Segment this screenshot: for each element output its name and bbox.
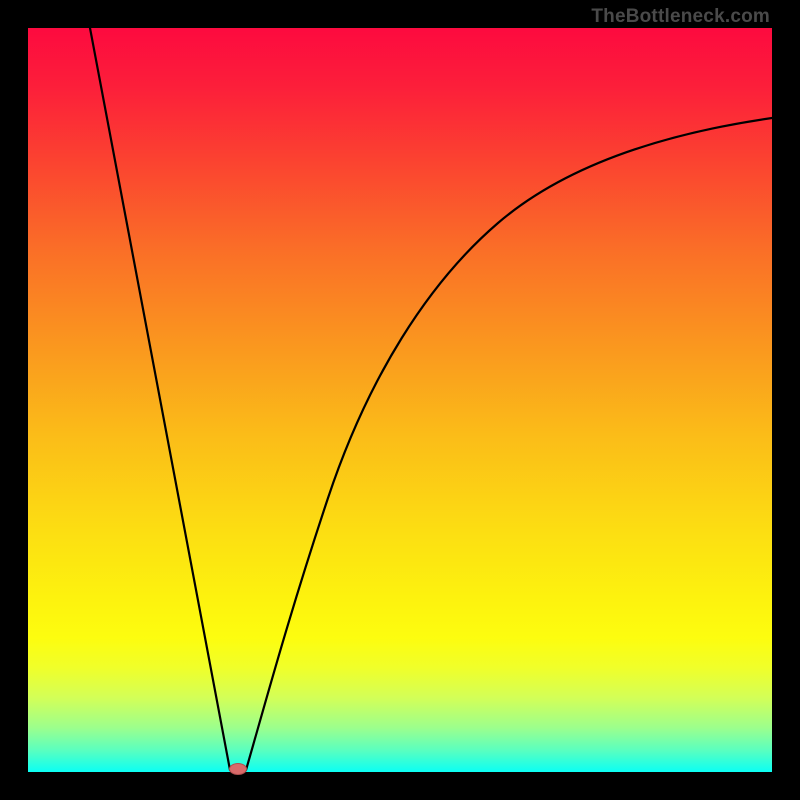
plot-area [28,28,772,772]
bottleneck-curve [28,28,772,772]
minimum-marker [229,763,247,775]
source-watermark: TheBottleneck.com [591,6,770,28]
